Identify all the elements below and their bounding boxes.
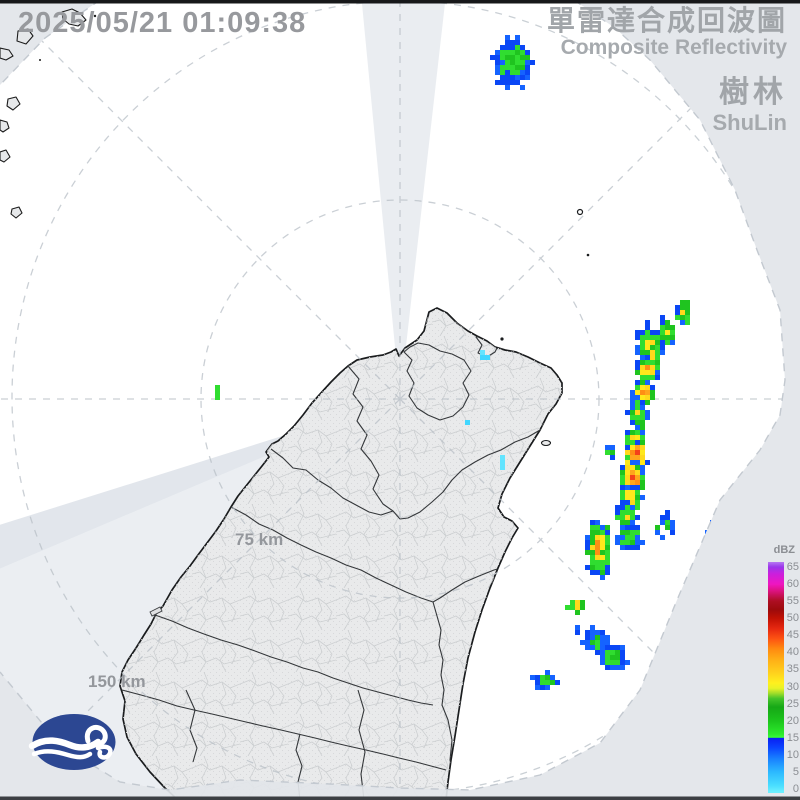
dbz-colorbar: dBZ 65 60 55 50 45 40 35 30 25 20 15 10 5 0 bbox=[762, 544, 800, 800]
colorbar-tick: 20 bbox=[786, 714, 799, 727]
keelung-islet bbox=[500, 337, 504, 341]
colorbar-tick: 25 bbox=[786, 697, 799, 710]
gueishan-island bbox=[540, 439, 552, 447]
timestamp: 2025/05/21 01:09:38 bbox=[18, 7, 307, 39]
cwb-logo bbox=[28, 714, 116, 770]
bottom-frame-bar bbox=[0, 796, 800, 800]
colorbar-tick: 15 bbox=[786, 731, 799, 744]
title-block: 單雷達合成回波圖 Composite Reflectivity 樹林 ShuLi… bbox=[546, 5, 787, 136]
mianhua-islet bbox=[586, 253, 590, 257]
colorbar-tick: 60 bbox=[786, 578, 799, 591]
product-title-en: Composite Reflectivity bbox=[560, 36, 787, 59]
range-label-75km: 75 km bbox=[235, 530, 284, 549]
top-frame-bar bbox=[0, 0, 800, 4]
product-title-zh: 單雷達合成回波圖 bbox=[546, 5, 787, 36]
range-label-150km: 150 km bbox=[88, 672, 146, 691]
colorbar-tick: 10 bbox=[786, 748, 799, 761]
station-name-en: ShuLin bbox=[712, 110, 787, 135]
colorbar-tick: 0 bbox=[792, 783, 799, 795]
colorbar-gradient bbox=[768, 562, 784, 793]
pengjia-islet bbox=[576, 208, 584, 216]
colorbar-tick: 35 bbox=[786, 663, 799, 676]
colorbar-tick: 40 bbox=[786, 646, 799, 659]
county-boundaries bbox=[121, 335, 541, 800]
colorbar-tick: 50 bbox=[786, 612, 799, 625]
colorbar-tick: 65 bbox=[786, 560, 799, 573]
station-name-zh: 樹林 bbox=[719, 76, 787, 109]
colorbar-tick: 45 bbox=[786, 629, 799, 642]
colorbar-tick: 5 bbox=[792, 765, 799, 778]
colorbar-tick: 55 bbox=[786, 595, 799, 608]
colorbar-title: dBZ bbox=[773, 544, 795, 556]
china-coast-fragments bbox=[0, 8, 97, 219]
coverage-boundary bbox=[0, 0, 786, 791]
colorbar-tick: 30 bbox=[786, 680, 799, 693]
taichung-port-pier bbox=[149, 606, 163, 617]
